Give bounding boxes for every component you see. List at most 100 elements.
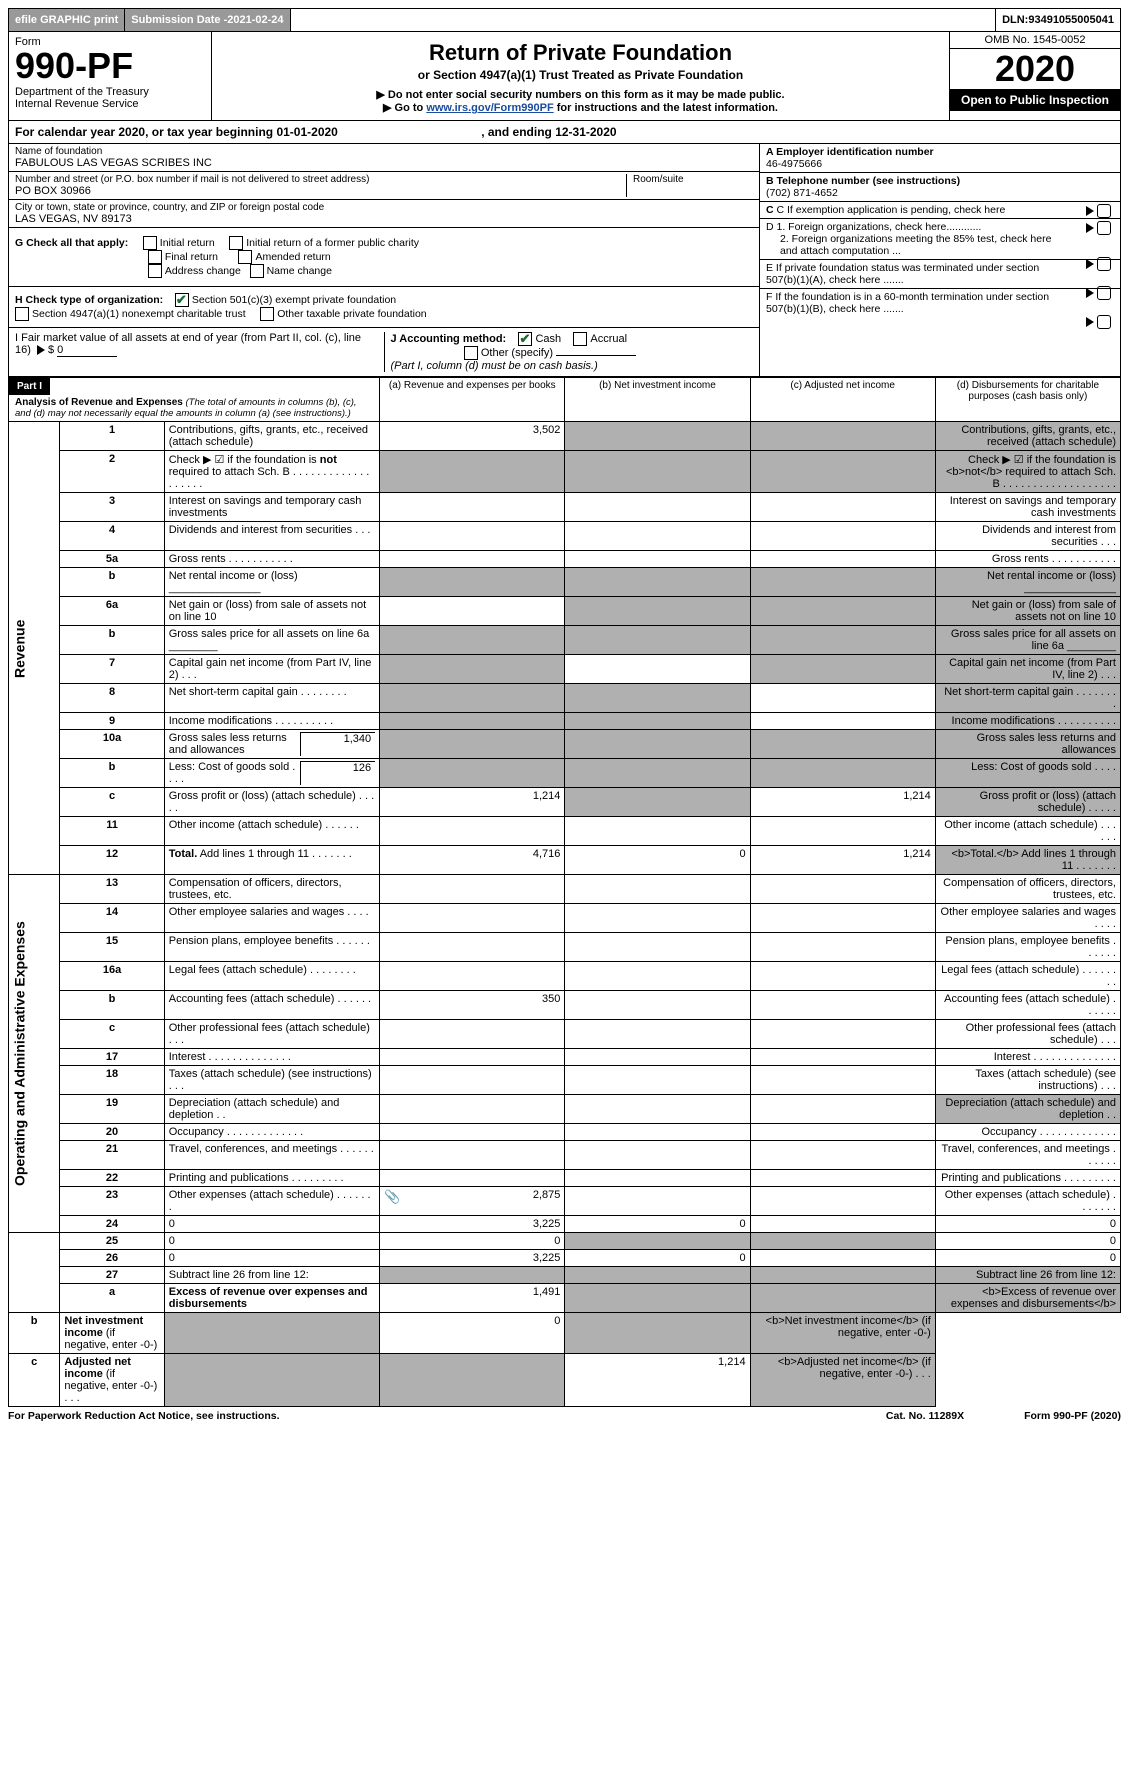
col-b-cell: [565, 1095, 750, 1124]
col-b-cell: 0: [565, 1216, 750, 1233]
chk-other-method[interactable]: [464, 346, 478, 360]
col-c-cell: [750, 1124, 935, 1141]
col-a-cell: [380, 1049, 565, 1066]
line-desc: Gross rents . . . . . . . . . . .: [164, 551, 379, 568]
col-a-cell: [380, 1267, 565, 1284]
col-c-cell: [750, 904, 935, 933]
h-label: H Check type of organization:: [15, 294, 163, 306]
ein-value: 46-4975666: [766, 158, 822, 170]
ein-cell: A Employer identification number 46-4975…: [760, 144, 1120, 173]
chk-c[interactable]: [1097, 204, 1111, 218]
line-number: 2: [60, 451, 164, 493]
col-b-cell: [565, 1170, 750, 1187]
line-desc: Accounting fees (attach schedule) . . . …: [164, 991, 379, 1020]
c-cell: C C If exemption application is pending,…: [760, 202, 1120, 219]
subdate-value: 2021-02-24: [227, 14, 283, 26]
col-d-cell: Printing and publications . . . . . . . …: [935, 1170, 1120, 1187]
line-row: 18Taxes (attach schedule) (see instructi…: [9, 1066, 1121, 1095]
form-subtitle: or Section 4947(a)(1) Trust Treated as P…: [218, 68, 943, 82]
form-link[interactable]: www.irs.gov/Form990PF: [426, 102, 553, 114]
line-row: 15Pension plans, employee benefits . . .…: [9, 933, 1121, 962]
attachment-icon[interactable]: 📎: [384, 1189, 400, 1205]
col-c-cell: [750, 684, 935, 713]
i-cell: I Fair market value of all assets at end…: [15, 332, 385, 372]
col-d-cell: Accounting fees (attach schedule) . . . …: [935, 991, 1120, 1020]
col-a-cell: 3,225: [380, 1250, 565, 1267]
j-other-input[interactable]: [556, 355, 636, 356]
col-d-cell: Capital gain net income (from Part IV, l…: [935, 655, 1120, 684]
col-d-cell: 0: [935, 1233, 1120, 1250]
col-d-cell: <b>Total.</b> Add lines 1 through 11 . .…: [935, 846, 1120, 875]
col-b-cell: [565, 493, 750, 522]
g-opt-3: Amended return: [255, 251, 330, 263]
col-b-cell: [565, 1233, 750, 1250]
line-desc: Dividends and interest from securities .…: [164, 522, 379, 551]
chk-d1[interactable]: [1097, 221, 1111, 235]
chk-e[interactable]: [1097, 286, 1111, 300]
chk-address[interactable]: [148, 264, 162, 278]
col-d-cell: <b>Excess of revenue over expenses and d…: [935, 1284, 1120, 1313]
col-c-cell: [750, 991, 935, 1020]
line-desc: Capital gain net income (from Part IV, l…: [164, 655, 379, 684]
col-b-cell: [565, 788, 750, 817]
col-b-cell: [565, 730, 750, 759]
efile-button[interactable]: efile GRAPHIC print: [9, 9, 125, 31]
chk-other-tax[interactable]: [260, 307, 274, 321]
col-b-cell: [565, 759, 750, 788]
line-number: 22: [60, 1170, 164, 1187]
line-desc: 0: [164, 1216, 379, 1233]
chk-accrual[interactable]: [573, 332, 587, 346]
line-desc: Total. Add lines 1 through 11 . . . . . …: [164, 846, 379, 875]
address-row: Number and street (or P.O. box number if…: [9, 172, 759, 200]
j-label: J Accounting method:: [391, 333, 507, 345]
col-b-cell: [380, 1354, 565, 1407]
col-d-cell: <b>Adjusted net income</b> (if negative,…: [750, 1354, 935, 1407]
city-cell: City or town, state or province, country…: [9, 200, 759, 228]
line-row: 8Net short-term capital gain . . . . . .…: [9, 684, 1121, 713]
col-c-cell: [750, 568, 935, 597]
name-cell: Name of foundation FABULOUS LAS VEGAS SC…: [9, 144, 759, 172]
footer-right: Form 990-PF (2020): [1024, 1410, 1121, 1422]
col-c-cell: [750, 493, 935, 522]
submission-date: Submission Date - 2021-02-24: [125, 9, 290, 31]
chk-501c3[interactable]: [175, 293, 189, 307]
chk-initial-public[interactable]: [229, 236, 243, 250]
e-label: E If private foundation status was termi…: [766, 262, 1066, 286]
col-d-cell: Net short-term capital gain . . . . . . …: [935, 684, 1120, 713]
line-number: b: [60, 759, 164, 788]
tax-year: 2020: [950, 49, 1120, 89]
chk-final[interactable]: [148, 250, 162, 264]
chk-amended[interactable]: [238, 250, 252, 264]
line-desc: Gross sales price for all assets on line…: [164, 626, 379, 655]
col-b-cell: [565, 1066, 750, 1095]
col-b-cell: [565, 904, 750, 933]
col-c-cell: [750, 1284, 935, 1313]
dln: DLN: 93491055005041: [995, 9, 1120, 31]
line-desc: Income modifications . . . . . . . . . .: [164, 713, 379, 730]
chk-initial[interactable]: [143, 236, 157, 250]
line-number: 16a: [60, 962, 164, 991]
info-grid: Name of foundation FABULOUS LAS VEGAS SC…: [8, 144, 1121, 377]
line-desc: Travel, conferences, and meetings . . . …: [164, 1141, 379, 1170]
note-1: ▶ Do not enter social security numbers o…: [218, 88, 943, 101]
col-b-cell: [565, 551, 750, 568]
col-d-cell: Net rental income or (loss) ____________…: [935, 568, 1120, 597]
line-desc: Net gain or (loss) from sale of assets n…: [164, 597, 379, 626]
col-c-cell: [750, 1141, 935, 1170]
chk-f[interactable]: [1097, 315, 1111, 329]
line-number: b: [9, 1313, 60, 1354]
chk-4947[interactable]: [15, 307, 29, 321]
f-cell: F If the foundation is in a 60-month ter…: [760, 289, 1120, 317]
line-row: 27Subtract line 26 from line 12:Subtract…: [9, 1267, 1121, 1284]
chk-cash[interactable]: [518, 332, 532, 346]
chk-name[interactable]: [250, 264, 264, 278]
note2-pre: ▶ Go to: [383, 102, 426, 114]
line-desc: Interest on savings and temporary cash i…: [164, 493, 379, 522]
calendar-year-row: For calendar year 2020, or tax year begi…: [8, 121, 1121, 144]
h-opt2: Section 4947(a)(1) nonexempt charitable …: [32, 308, 246, 320]
chk-d2[interactable]: [1097, 257, 1111, 271]
line-row: Revenue1Contributions, gifts, grants, et…: [9, 422, 1121, 451]
col-d-cell: Depreciation (attach schedule) and deple…: [935, 1095, 1120, 1124]
col-d-cell: Contributions, gifts, grants, etc., rece…: [935, 422, 1120, 451]
line-number: 19: [60, 1095, 164, 1124]
